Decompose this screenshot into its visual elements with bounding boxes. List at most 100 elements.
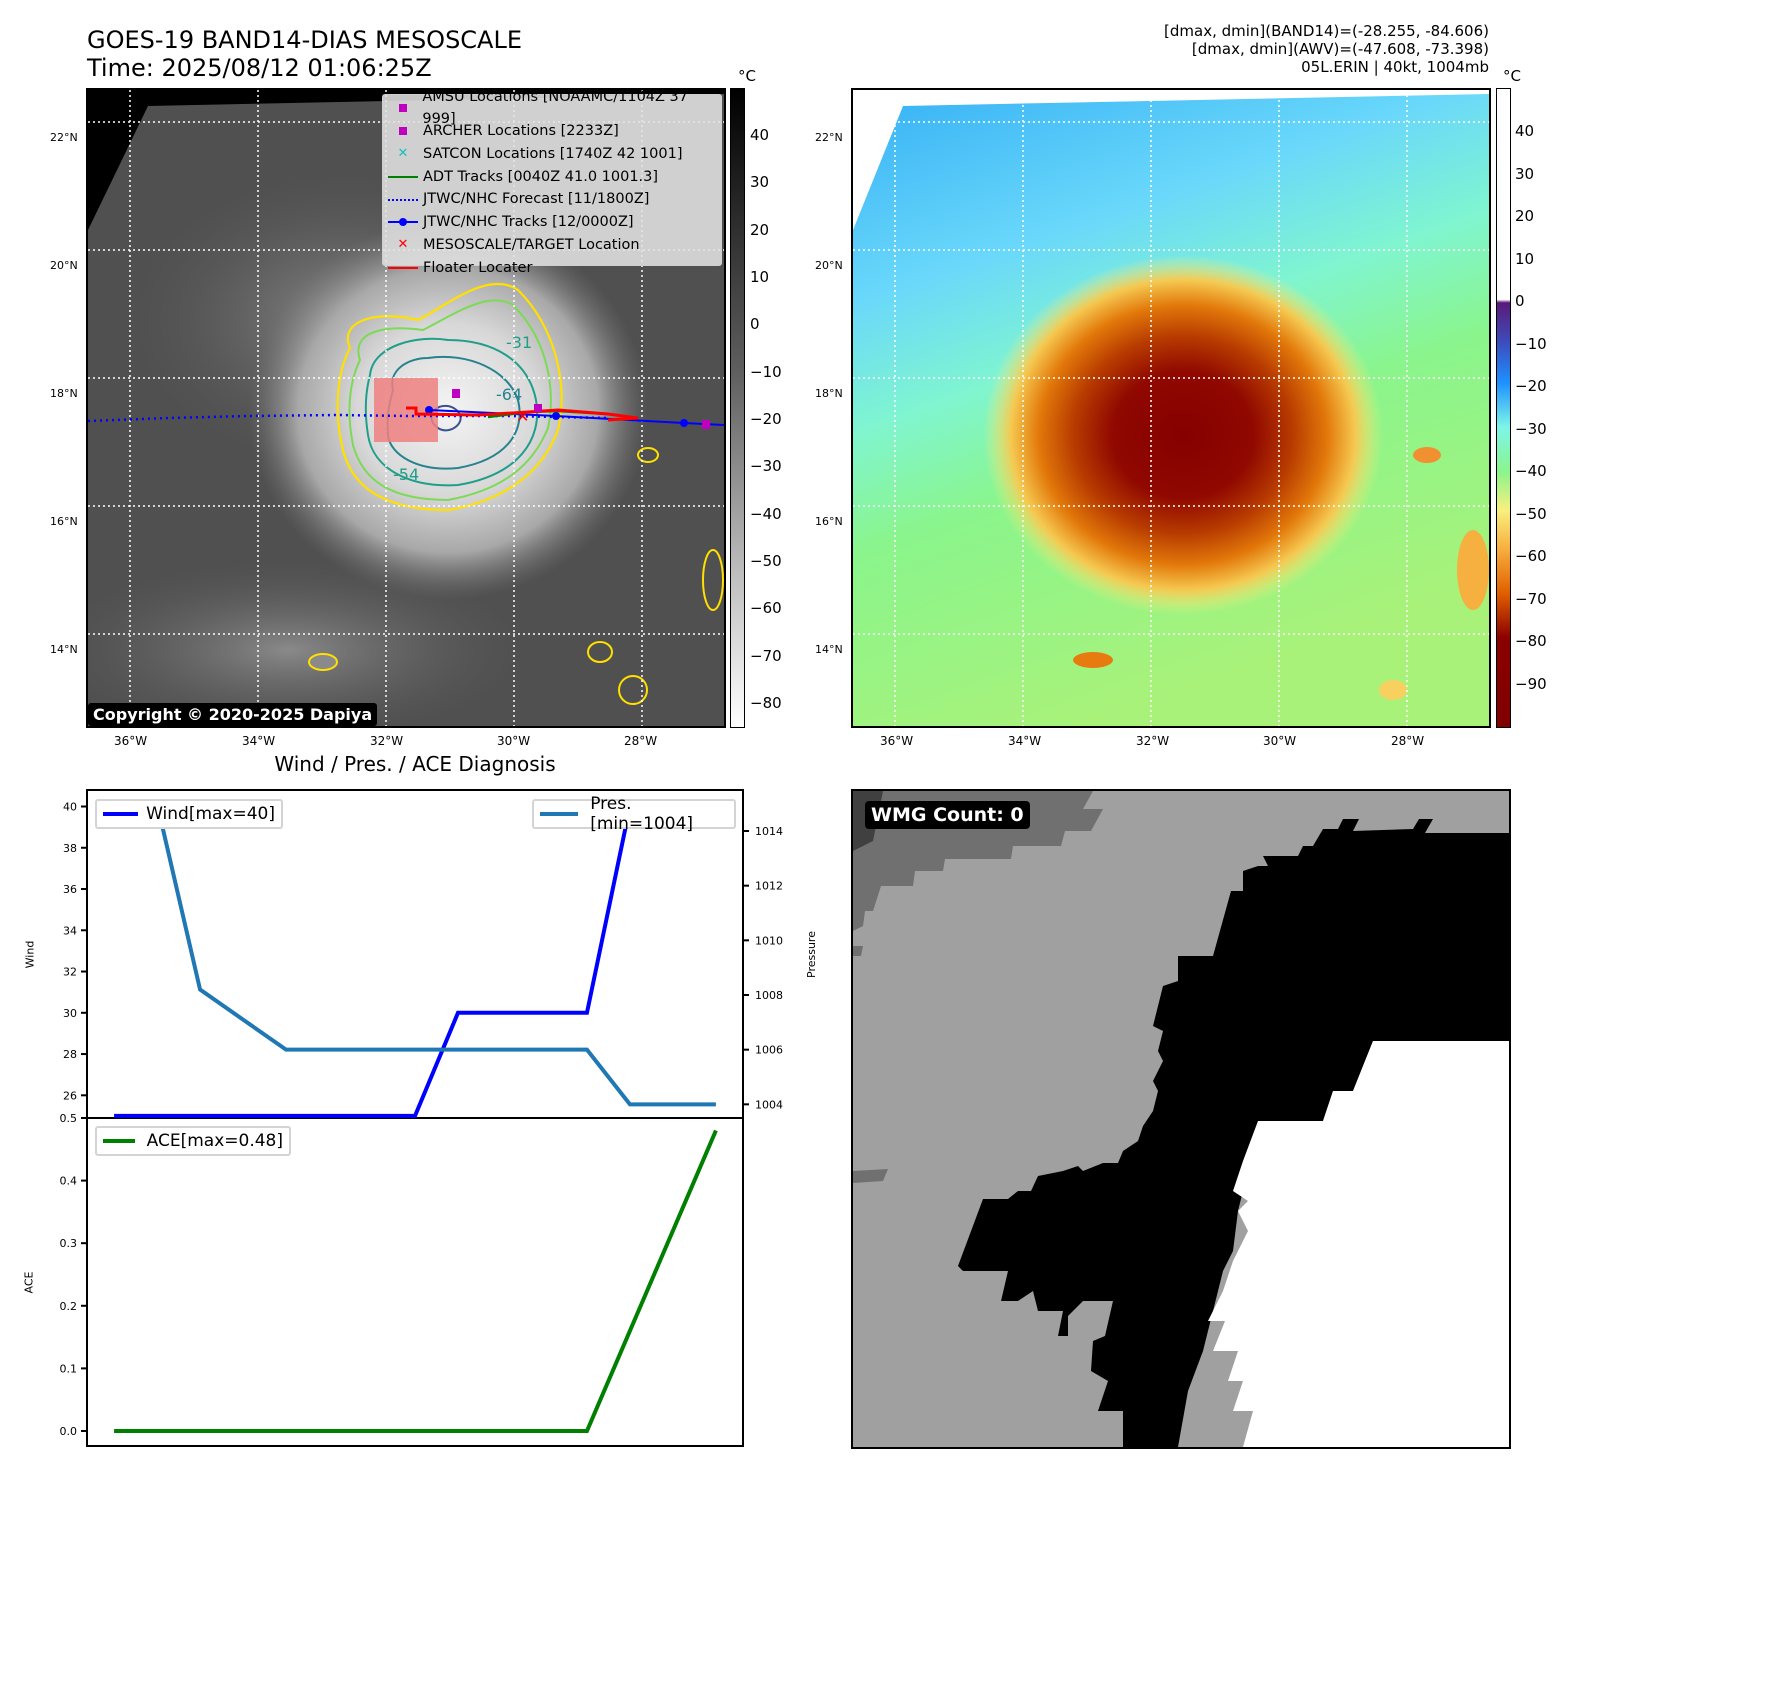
y-tick-label: 0.0 <box>60 1425 78 1438</box>
colorbar-tick-label: −70 <box>1515 589 1547 608</box>
y-tick-label: 28 <box>63 1048 77 1061</box>
colorbar-tick-label: 30 <box>1515 164 1535 183</box>
y-tick-label: 34 <box>63 924 77 937</box>
pressure-legend-swatch <box>540 812 579 816</box>
lon-label: 34°W <box>242 734 276 748</box>
dias-map-canvas <box>853 90 1489 726</box>
square-marker-icon <box>383 127 423 136</box>
lat-label: 16°N <box>815 515 843 528</box>
wmg-region-dark <box>853 946 863 956</box>
dotted-line-icon <box>383 198 423 201</box>
lat-label: 18°N <box>815 387 843 400</box>
lon-label: 36°W <box>114 734 148 748</box>
convective-cell <box>1379 680 1407 700</box>
colorbar-tick-label: 20 <box>1515 207 1535 226</box>
colorbar-tick-label: −30 <box>1515 419 1547 438</box>
wind-pressure-axes <box>86 789 744 1119</box>
wind-legend: Wind[max=40] <box>95 799 283 829</box>
convective-cell <box>637 447 659 463</box>
ace-legend: ACE[max=0.48] <box>95 1126 291 1156</box>
series-line-pres <box>114 801 716 1107</box>
floater-track <box>406 406 639 422</box>
colorbar-tick-label: −10 <box>1515 334 1547 353</box>
diagnosis-chart: 40 38 36 34 32 30 28 26 1014 1012 1010 1008 1006 1004… <box>60 789 783 1447</box>
ace-axis-label: ACE <box>22 1271 36 1294</box>
legend-label: JTWC/NHC Tracks [12/0000Z] <box>423 214 634 231</box>
wind-legend-label: Wind[max=40] <box>146 804 275 824</box>
colorbar-tick-label: −80 <box>750 694 782 712</box>
ir-map[interactable]: -31 -64 -54 ✕ AMSU Locations [NOAAMC/ <box>86 88 726 728</box>
y-tick-label: 0.3 <box>60 1237 78 1250</box>
colorbar-tick-label: 10 <box>1515 249 1535 268</box>
info-awv-range: [dmax, dmin](AWV)=(-47.608, -73.398) <box>1191 40 1489 58</box>
colorbar-tick-label: −40 <box>1515 462 1547 481</box>
y-tick-label: 26 <box>63 1089 77 1102</box>
legend-label: ADT Tracks [0040Z 41.0 1001.3] <box>423 168 659 185</box>
lon-label: 34°W <box>1008 734 1042 748</box>
colorbar-tick-label: −80 <box>1515 632 1547 651</box>
target-location-marker: ✕ <box>516 407 529 426</box>
colorbar-tick-label: −50 <box>1515 504 1547 523</box>
lat-label: 20°N <box>815 259 843 272</box>
amsu-marker <box>534 404 542 412</box>
copyright-badge: Copyright © 2020-2025 Dapiya <box>88 703 378 726</box>
ace-legend-swatch <box>103 1139 135 1143</box>
title-line-1: GOES-19 BAND14-DIAS MESOSCALE <box>87 26 523 54</box>
colorbar-tick-label: −20 <box>750 410 782 428</box>
lat-label: 22°N <box>50 131 78 144</box>
lon-label: 28°W <box>624 734 658 748</box>
info-band14-range: [dmax, dmin](BAND14)=(-28.255, -84.606) <box>1164 22 1489 40</box>
no-data-region <box>88 90 724 230</box>
lat-label: 22°N <box>815 131 843 144</box>
lat-label: 14°N <box>815 643 843 656</box>
y-tick-label: 0.4 <box>60 1175 78 1188</box>
dias-gridlines <box>853 90 1489 726</box>
colorbar-tick-label: 0 <box>1515 292 1525 311</box>
convective-cell <box>1413 447 1441 463</box>
colorbar-tick-label: −30 <box>750 457 782 476</box>
wmg-count-badge: WMG Count: 0 <box>865 801 1030 829</box>
y-tick-label: 0.1 <box>60 1362 78 1375</box>
amsu-marker <box>702 420 710 429</box>
contour-label-31: -31 <box>506 333 532 352</box>
legend-item-forecast: JTWC/NHC Forecast [11/1800Z] <box>383 188 721 211</box>
colorbar-tick-label: 10 <box>750 268 770 286</box>
convective-cell <box>587 641 613 663</box>
y-tick-label: 1010 <box>755 934 783 947</box>
y-tick-label: 0.2 <box>60 1300 78 1313</box>
convective-cell <box>702 549 724 611</box>
map-legend: AMSU Locations [NOAAMC/1104Z 37 999] ARC… <box>382 90 722 276</box>
colorbar-tick-label: 40 <box>1515 122 1535 140</box>
y-tick-label: 40 <box>63 801 77 814</box>
square-marker-icon <box>383 104 422 113</box>
jtwc-track-point <box>552 412 560 420</box>
wmg-panel[interactable]: WMG Count: 0 <box>851 789 1511 1449</box>
lat-label: 20°N <box>50 259 78 272</box>
lon-label: 30°W <box>497 734 531 748</box>
diagnosis-title: Wind / Pres. / ACE Diagnosis <box>274 752 556 776</box>
dias-map[interactable] <box>851 88 1491 728</box>
contour-green <box>348 299 552 502</box>
y-tick-label: 1014 <box>755 825 783 838</box>
lon-label: 28°W <box>1391 734 1425 748</box>
lat-label: 16°N <box>50 515 78 528</box>
line-marker-icon <box>383 266 423 269</box>
legend-item-archer: ARCHER Locations [2233Z] <box>383 120 721 143</box>
wmg-region-white <box>1208 1041 1509 1447</box>
contour-teal <box>364 337 539 487</box>
convective-cell <box>1073 652 1113 668</box>
pressure-legend-label: Pres.[min=1004] <box>590 794 694 834</box>
legend-item-satcon: ✕ SATCON Locations [1740Z 42 1001] <box>383 143 721 166</box>
legend-item-target: ✕ MESOSCALE/TARGET Location <box>383 234 721 257</box>
series-line-ace <box>114 1129 718 1433</box>
y-tick-label: 38 <box>63 842 77 855</box>
wind-legend-swatch <box>103 812 139 816</box>
legend-label: SATCON Locations [1740Z 42 1001] <box>423 145 683 162</box>
colorbar-tick-label: −60 <box>1515 547 1547 566</box>
colorbar-tick-label: −20 <box>1515 377 1547 396</box>
pressure-axis-label: Pressure <box>804 931 818 978</box>
colorbar-tick-label: −40 <box>750 504 782 523</box>
lon-label: 32°W <box>370 734 404 748</box>
lat-label: 14°N <box>50 643 78 656</box>
ir-colorbar <box>730 88 745 728</box>
